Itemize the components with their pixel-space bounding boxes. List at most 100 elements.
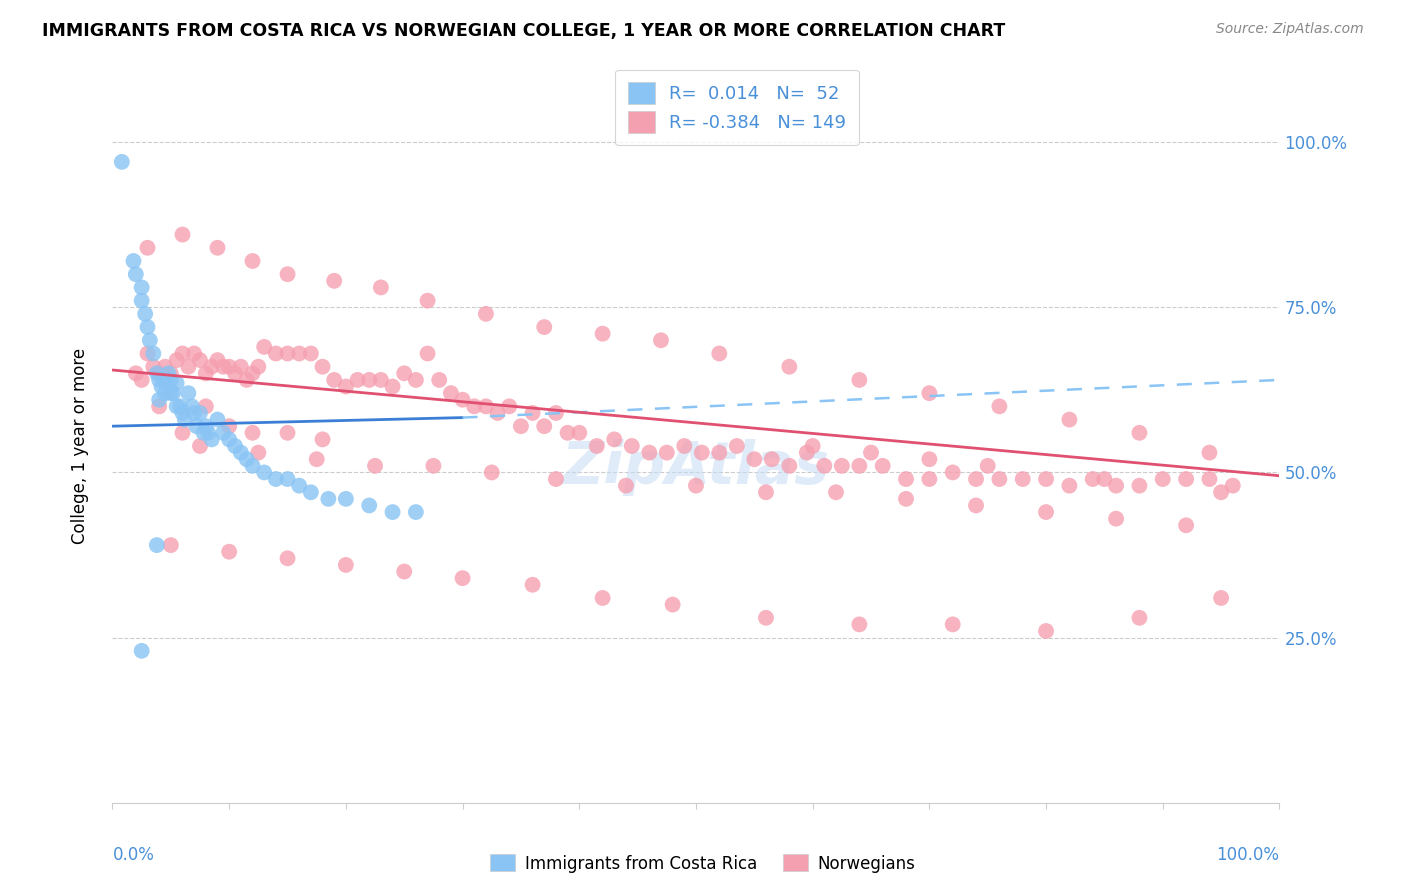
Point [744, 452, 766, 467]
Point [1175, 472, 1198, 486]
Point [1128, 611, 1150, 625]
Point [592, 591, 614, 605]
Point [394, 565, 416, 579]
Point [778, 458, 800, 473]
Point [1011, 472, 1033, 486]
Point [183, 346, 205, 360]
Point [416, 346, 439, 360]
Point [942, 466, 965, 480]
Point [131, 293, 153, 308]
Point [1198, 445, 1220, 459]
Point [1035, 624, 1057, 638]
Point [136, 320, 159, 334]
Point [650, 333, 672, 347]
Point [603, 433, 626, 447]
Point [172, 227, 194, 242]
Point [778, 359, 800, 374]
Point [288, 478, 311, 492]
Point [288, 346, 311, 360]
Point [1152, 472, 1174, 486]
Point [148, 392, 170, 407]
Point [481, 466, 503, 480]
Point [416, 293, 439, 308]
Point [212, 425, 235, 440]
Point [405, 373, 427, 387]
Point [359, 499, 381, 513]
Point [160, 386, 183, 401]
Point [188, 406, 211, 420]
Text: 100.0%: 100.0% [1216, 846, 1279, 863]
Point [139, 333, 162, 347]
Point [359, 373, 381, 387]
Point [475, 400, 498, 414]
Point [1094, 472, 1116, 486]
Point [725, 439, 748, 453]
Point [160, 538, 183, 552]
Point [157, 367, 180, 381]
Point [522, 578, 544, 592]
Point [162, 386, 184, 401]
Point [131, 280, 153, 294]
Point [475, 307, 498, 321]
Point [813, 458, 835, 473]
Point [323, 274, 346, 288]
Point [197, 425, 219, 440]
Point [122, 254, 145, 268]
Point [183, 406, 205, 420]
Point [509, 419, 531, 434]
Point [585, 439, 607, 453]
Point [173, 412, 195, 426]
Point [755, 485, 778, 500]
Point [673, 439, 696, 453]
Point [194, 400, 217, 414]
Point [1035, 472, 1057, 486]
Point [965, 472, 987, 486]
Point [965, 499, 987, 513]
Point [522, 406, 544, 420]
Point [988, 472, 1011, 486]
Point [370, 280, 392, 294]
Point [323, 373, 346, 387]
Point [299, 346, 322, 360]
Point [134, 307, 156, 321]
Point [1128, 425, 1150, 440]
Point [1209, 485, 1232, 500]
Point [253, 466, 276, 480]
Point [153, 359, 176, 374]
Point [801, 439, 824, 453]
Point [638, 445, 661, 459]
Point [405, 505, 427, 519]
Point [544, 406, 567, 420]
Point [153, 373, 176, 387]
Point [242, 254, 264, 268]
Point [136, 346, 159, 360]
Legend: R=  0.014   N=  52, R= -0.384   N= 149: R= 0.014 N= 52, R= -0.384 N= 149 [614, 70, 859, 145]
Point [201, 433, 224, 447]
Point [224, 439, 246, 453]
Point [194, 419, 217, 434]
Point [848, 458, 870, 473]
Point [305, 452, 328, 467]
Point [146, 367, 169, 381]
Point [755, 611, 778, 625]
Point [150, 379, 173, 393]
Point [557, 425, 579, 440]
Point [1222, 478, 1244, 492]
Point [276, 267, 298, 281]
Point [136, 241, 159, 255]
Point [224, 367, 246, 381]
Point [685, 478, 707, 492]
Point [1059, 478, 1081, 492]
Point [247, 359, 270, 374]
Point [976, 458, 998, 473]
Point [186, 419, 208, 434]
Point [207, 241, 229, 255]
Point [242, 367, 264, 381]
Point [872, 458, 894, 473]
Point [207, 412, 229, 426]
Point [381, 379, 404, 393]
Point [142, 359, 165, 374]
Point [1081, 472, 1104, 486]
Point [172, 346, 194, 360]
Point [177, 359, 200, 374]
